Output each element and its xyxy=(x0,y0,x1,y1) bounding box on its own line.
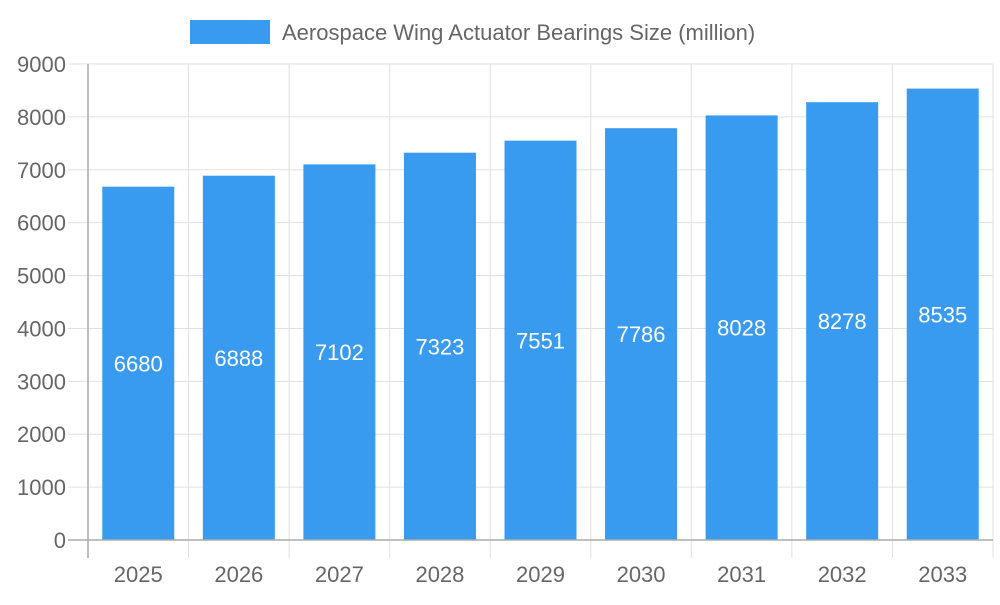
y-tick-label: 2000 xyxy=(17,422,66,447)
data-label: 7102 xyxy=(315,340,364,365)
y-tick-label: 8000 xyxy=(17,105,66,130)
bar xyxy=(403,152,476,540)
y-tick-label: 0 xyxy=(54,528,66,553)
bar xyxy=(605,128,678,541)
legend-label: Aerospace Wing Actuator Bearings Size (m… xyxy=(282,20,755,45)
y-tick-label: 7000 xyxy=(17,158,66,183)
x-tick-label: 2032 xyxy=(818,562,867,587)
y-tick-label: 5000 xyxy=(17,264,66,289)
x-tick-label: 2027 xyxy=(315,562,364,587)
x-tick-label: 2029 xyxy=(516,562,565,587)
y-tick-label: 3000 xyxy=(17,369,66,394)
bar xyxy=(705,115,778,541)
data-label: 6680 xyxy=(114,351,163,376)
data-label: 8535 xyxy=(918,302,967,327)
data-label: 8028 xyxy=(717,316,766,341)
y-tick-label: 1000 xyxy=(17,475,66,500)
data-label: 7323 xyxy=(415,334,464,359)
x-tick-label: 2028 xyxy=(415,562,464,587)
bar xyxy=(806,102,879,540)
legend[interactable]: Aerospace Wing Actuator Bearings Size (m… xyxy=(190,20,755,45)
bar xyxy=(202,175,275,540)
y-tick-label: 6000 xyxy=(17,211,66,236)
axes: 0 1000 2000 3000 4000 5000 6000 7000 8000 9000 202… xyxy=(17,52,993,587)
x-tick-label: 2033 xyxy=(918,562,967,587)
data-label: 6888 xyxy=(214,346,263,371)
bar xyxy=(906,88,979,541)
x-tick-label: 2031 xyxy=(717,562,766,587)
bar xyxy=(303,164,376,540)
y-tick-label: 9000 xyxy=(17,52,66,77)
bar xyxy=(102,186,175,541)
x-tick-label: 2025 xyxy=(114,562,163,587)
x-tick-label: 2030 xyxy=(617,562,666,587)
x-tick-label: 2026 xyxy=(214,562,263,587)
legend-swatch xyxy=(190,20,270,44)
bar xyxy=(504,140,577,541)
y-tick-label: 4000 xyxy=(17,316,66,341)
bars: 6680 6888 7102 7323 7551 7786 8028 8278 8535 xyxy=(102,88,979,541)
data-label: 8278 xyxy=(818,309,867,334)
data-label: 7786 xyxy=(617,322,666,347)
data-label: 7551 xyxy=(516,328,565,353)
